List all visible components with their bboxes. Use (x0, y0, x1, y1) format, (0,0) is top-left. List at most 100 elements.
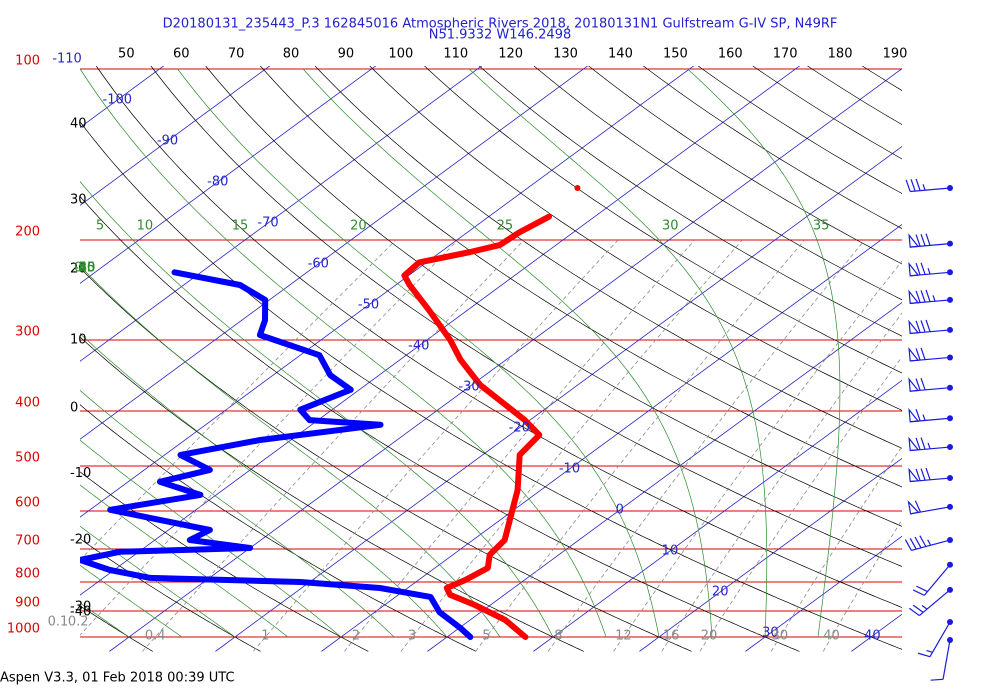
moist-adiabat-label: 0 (74, 261, 82, 276)
dry-adiabat-label: 20 (70, 262, 87, 277)
isotherm (80, 66, 589, 440)
mixing-ratio-line (80, 239, 397, 561)
barb-station (947, 586, 953, 593)
dry-adiabat-label: -10 (70, 466, 91, 481)
isotherm-label: 30 (762, 626, 779, 641)
pressure-label: 200 (15, 224, 40, 239)
mixing-ratio-label: 0.4 (145, 629, 166, 644)
moist-adiabat-label: 20 (350, 219, 367, 234)
moist-adiabat (468, 68, 768, 638)
barb-full (915, 468, 921, 481)
barb-full (925, 319, 931, 332)
isotherm (80, 66, 483, 362)
mixing-ratio-line (699, 356, 902, 652)
wind-barb (907, 500, 953, 515)
barb-flag (908, 347, 920, 362)
wind-barb (908, 319, 953, 335)
dry-adiabat (861, 66, 902, 91)
barb-station (947, 636, 953, 643)
wind-barb (908, 436, 953, 452)
isotherm (533, 379, 902, 652)
profile-point (574, 185, 581, 192)
mixing-ratio-label: 5 (482, 629, 490, 644)
footer: Aspen V3.3, 01 Feb 2018 00:39 UTC (0, 671, 235, 686)
wind-barb (908, 261, 953, 277)
moist-adiabat-label: 15 (232, 219, 249, 234)
isotherm-label: -100 (103, 93, 133, 108)
barb-flag (908, 261, 920, 277)
labels: 1002003004005006007008009001000-110-100-… (7, 47, 953, 681)
isotherm-label: -70 (257, 216, 278, 231)
isotherm (427, 301, 902, 652)
moist-adiabat-label: 30 (662, 219, 679, 234)
barb-full (915, 378, 921, 391)
barb-full (912, 604, 924, 613)
dry-adiabat-label: -20 (70, 533, 91, 548)
mixing-ratio-label: 3 (408, 629, 416, 644)
isotherm-label: -90 (157, 134, 178, 149)
dry-adiabat (80, 121, 902, 650)
pressure-label: 900 (15, 596, 40, 611)
wind-barb (917, 618, 953, 658)
barb-flag (908, 436, 920, 452)
mixing-ratio-line (661, 312, 902, 652)
mixing-ratio-label: 40 (823, 629, 840, 644)
isotherm-label: -60 (308, 257, 329, 272)
barb-full (916, 585, 928, 593)
dry-adiabat-label: 180 (828, 47, 853, 62)
dry-adiabat (80, 195, 800, 652)
isotherm (80, 66, 165, 128)
mixing-ratio-label: 30 (772, 629, 789, 644)
barb-half (927, 442, 931, 449)
wind-barb (908, 377, 953, 392)
barb-half (927, 539, 932, 546)
mixing-ratio-label: 16 (663, 629, 680, 644)
pressure-label: 600 (15, 495, 40, 510)
traces (80, 185, 581, 640)
isotherm-label: -20 (509, 421, 530, 436)
barb-station (947, 503, 953, 510)
wind-barb (905, 178, 953, 193)
moist-adiabat-label: 35 (813, 219, 830, 234)
pressure-label: 300 (15, 325, 40, 340)
barb-station (947, 269, 953, 276)
barb-full (925, 233, 931, 246)
mixing-ratio-label: 0.2 (68, 615, 89, 630)
isotherm-label: -10 (559, 462, 580, 477)
moist-adiabat (80, 389, 395, 638)
barb-flag (908, 407, 920, 423)
barb-full (905, 179, 911, 192)
dry-adiabat (80, 538, 261, 652)
wind-barb (912, 561, 953, 596)
moist-adiabat (80, 180, 554, 638)
barb-full (920, 233, 926, 247)
isotherm (745, 535, 902, 652)
moist-adiabat-label: -40 (74, 261, 95, 276)
isotherm-label: 40 (864, 629, 881, 644)
barb-full (914, 500, 922, 513)
moist-adiabat (302, 68, 713, 638)
moist-adiabat (80, 525, 236, 638)
moist-adiabat-label: 10 (137, 219, 154, 234)
moist-adiabat (177, 68, 660, 638)
barb-full (920, 320, 926, 333)
isotherm (80, 66, 801, 596)
dry-adiabat-label: 160 (718, 47, 743, 62)
barb-full (904, 539, 912, 551)
barb-station (947, 296, 953, 303)
barb-flag (908, 319, 920, 335)
wind-barb (908, 467, 953, 483)
barb-staff (918, 589, 951, 617)
isotherm (321, 224, 902, 652)
barb-staff (929, 621, 951, 657)
moist-adiabat (80, 265, 501, 638)
dry-adiabat (95, 66, 902, 608)
mixing-ratio-line (252, 239, 619, 652)
dry-adiabat-label: 10 (70, 333, 87, 348)
dry-adiabat-label: 130 (553, 47, 578, 62)
moist-adiabat-label: -20 (74, 261, 95, 276)
dry-adiabat-label: 100 (388, 47, 413, 62)
mixing-ratio-label: 1 (261, 629, 269, 644)
barb-full (915, 234, 921, 247)
barb-half (922, 414, 926, 421)
